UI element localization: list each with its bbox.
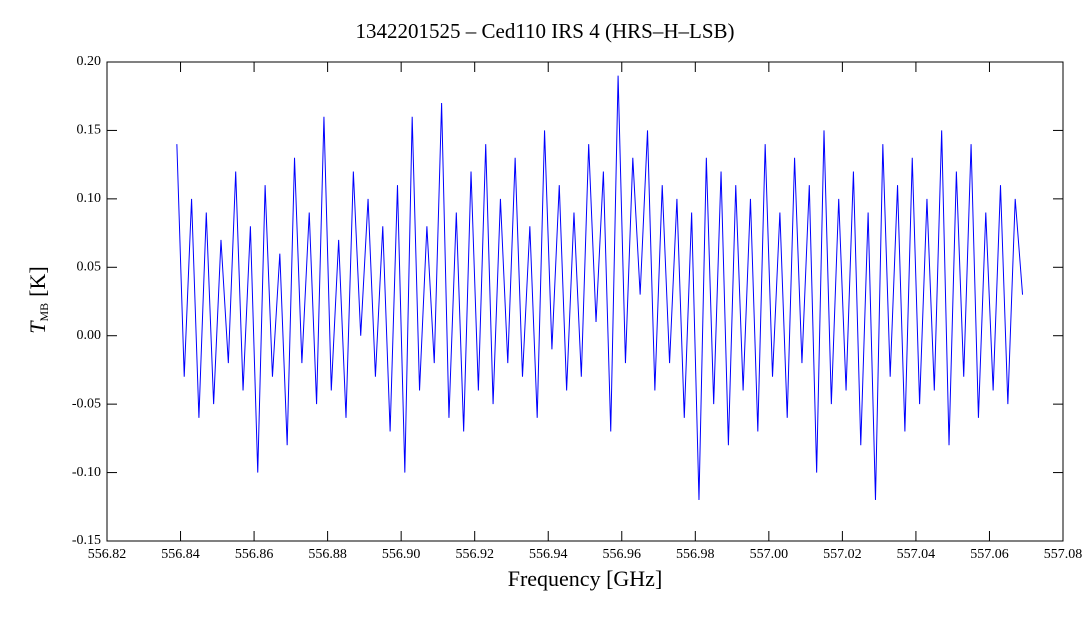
x-tick-label: 556.98 xyxy=(676,547,715,562)
y-axis-label-text: TMB [K] xyxy=(25,266,51,333)
y-label-subscript: MB xyxy=(37,303,51,322)
y-tick-label: -0.05 xyxy=(72,396,101,411)
y-axis-label: TMB [K] xyxy=(25,266,51,333)
y-label-unit: [K] xyxy=(25,266,50,297)
y-tick-label: 0.20 xyxy=(77,54,102,69)
y-tick-label: 0.10 xyxy=(77,191,102,206)
y-tick-label: -0.10 xyxy=(72,465,101,480)
x-tick-label: 556.90 xyxy=(382,547,421,562)
x-tick-label: 557.06 xyxy=(970,547,1009,562)
x-tick-label: 557.08 xyxy=(1044,547,1083,562)
x-tick-label: 557.00 xyxy=(750,547,789,562)
x-tick-label: 556.84 xyxy=(161,547,200,562)
plot-frame xyxy=(106,61,1064,542)
x-tick-label: 556.88 xyxy=(308,547,347,562)
spectrum-line xyxy=(176,75,1024,500)
y-tick-label: 0.15 xyxy=(77,123,102,138)
x-tick-label: 556.92 xyxy=(455,547,494,562)
x-tick-label: 556.86 xyxy=(235,547,274,562)
x-tick-label: 557.02 xyxy=(823,547,862,562)
x-tick-label: 557.04 xyxy=(897,547,936,562)
y-tick-label: 0.05 xyxy=(77,260,102,275)
y-tick-label: 0.00 xyxy=(77,328,102,343)
x-tick-label: 556.94 xyxy=(529,547,568,562)
x-tick-label: 556.96 xyxy=(603,547,642,562)
chart-title: 1342201525 – Ced110 IRS 4 (HRS–H–LSB) xyxy=(356,19,735,43)
y-label-symbol: T xyxy=(25,320,50,334)
y-tick-label: -0.15 xyxy=(72,533,101,548)
x-axis-label: Frequency [GHz] xyxy=(508,566,663,591)
x-tick-label: 556.82 xyxy=(88,547,127,562)
